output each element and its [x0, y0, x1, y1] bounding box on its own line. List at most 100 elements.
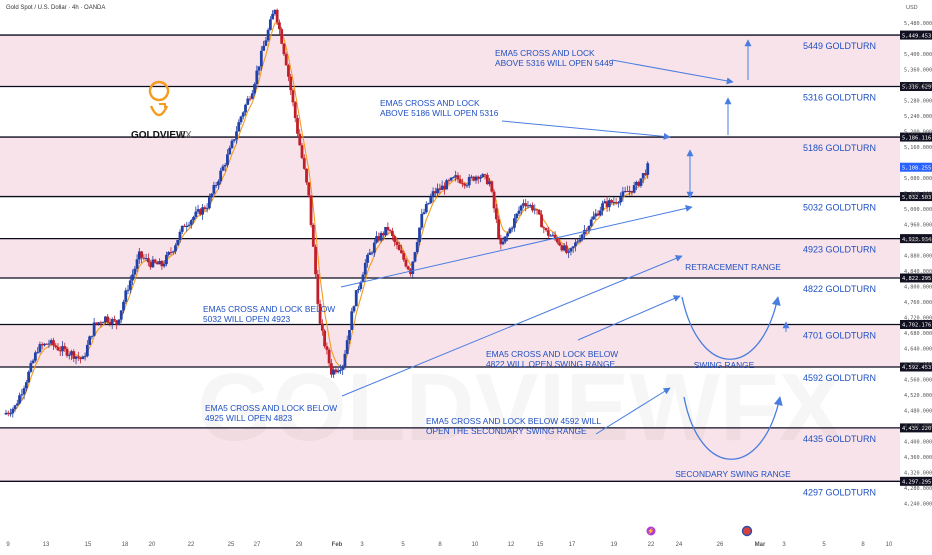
annotation-4-line-1: 4925 WILL OPEN 4823 — [205, 413, 293, 423]
candle-body-130 — [298, 133, 302, 146]
candle-body-99 — [228, 147, 232, 155]
candle-body-222 — [506, 233, 510, 237]
candle-body-193 — [440, 185, 444, 190]
time-tick-1: 13 — [43, 542, 50, 548]
candle-body-226 — [515, 213, 519, 219]
candle-body-119 — [273, 9, 277, 14]
level-price-tag-text-9: 4,297.295 — [902, 480, 931, 486]
candle-body-147 — [336, 370, 340, 373]
level-label-0: 5449 GOLDTURN — [803, 41, 876, 51]
time-axis[interactable]: 9 13 15 18 20 22 25 27 29 Feb 3 5 8 10 12 15 17 19 22 24 26 M… — [6, 542, 893, 548]
candle-body-111 — [255, 70, 259, 85]
level-label-8: 4435 GOLDTURN — [803, 434, 876, 444]
price-tick-15: 4,800.000 — [904, 285, 932, 291]
candle-body-217 — [494, 208, 498, 220]
candle-body-145 — [332, 369, 336, 375]
candle-body-38 — [90, 335, 94, 337]
candle-body-127 — [291, 90, 295, 103]
time-tick-13: 10 — [472, 542, 479, 548]
candle-body-14 — [36, 352, 40, 354]
candle-body-259 — [589, 219, 593, 226]
candle-body-137 — [314, 246, 317, 275]
level-price-tag-text-8: 4,435.220 — [902, 426, 931, 432]
candle-body-12 — [31, 360, 35, 364]
candle-body-47 — [110, 319, 114, 325]
candle-body-121 — [278, 22, 281, 30]
candle-body-276 — [628, 190, 632, 193]
candle-body-69 — [160, 261, 164, 267]
candle-body-112 — [257, 66, 261, 71]
candle-body-278 — [632, 185, 636, 193]
candles — [4, 8, 650, 418]
candle-body-93 — [214, 184, 218, 186]
candle-body-7 — [20, 394, 24, 396]
flash-event-icon[interactable] — [646, 526, 656, 536]
candle-body-174 — [397, 244, 401, 251]
price-tick-21: 4,560.000 — [904, 378, 932, 384]
candle-body-183 — [418, 227, 421, 243]
candle-body-19 — [47, 343, 51, 345]
time-tick-10: 3 — [360, 542, 364, 548]
arrow-to-swing — [577, 295, 681, 341]
candle-body-274 — [623, 191, 627, 193]
candle-body-144 — [329, 363, 333, 375]
candle-body-53 — [124, 290, 128, 302]
candle-body-208 — [474, 176, 478, 181]
candle-body-22 — [54, 345, 58, 348]
level-price-tag-3 — [900, 192, 932, 202]
arrow-to-5032-line — [340, 204, 693, 288]
candle-body-64 — [149, 262, 153, 268]
goldturn-zone-0 — [0, 35, 900, 87]
candle-body-250 — [569, 248, 573, 252]
price-axis[interactable]: 5,480.000 5,400.000 5,360.000 5,320.000 5,28… — [900, 21, 932, 508]
candle-body-213 — [485, 174, 489, 185]
candle-body-36 — [85, 344, 89, 357]
candle-body-28 — [67, 354, 71, 356]
time-tick-18: 22 — [648, 542, 655, 548]
candle-body-35 — [83, 356, 87, 358]
goldturn-zones — [0, 35, 900, 482]
candle-body-43 — [101, 322, 105, 324]
candle-body-45 — [106, 316, 110, 323]
candle-body-123 — [282, 43, 286, 55]
us-flag-icon[interactable] — [741, 525, 753, 537]
bottom-event-icons[interactable]: ⚡ — [646, 525, 753, 537]
candle-body-83 — [192, 216, 195, 221]
candle-body-181 — [413, 252, 417, 262]
candle-body-238 — [542, 227, 546, 229]
candle-body-233 — [531, 205, 534, 211]
price-tick-4: 5,280.000 — [904, 99, 932, 105]
candle-body-184 — [420, 213, 424, 228]
candle-body-228 — [519, 205, 523, 211]
candle-body-146 — [334, 369, 338, 373]
candle-body-182 — [415, 242, 419, 253]
candle-body-8 — [22, 388, 26, 395]
annotation-1-line-0: EMA5 CROSS AND LOCK — [380, 98, 480, 108]
level-label-1: 5316 GOLDTURN — [803, 93, 876, 103]
time-tick-9: Feb — [332, 542, 343, 548]
candle-body-206 — [470, 176, 473, 178]
candle-body-74 — [171, 251, 175, 253]
time-tick-5: 22 — [188, 542, 195, 548]
candle-body-5 — [15, 403, 19, 406]
candle-body-27 — [65, 348, 69, 356]
candle-body-158 — [361, 274, 365, 283]
candle-body-219 — [499, 238, 503, 245]
currency-label: USD — [906, 5, 918, 11]
time-tick-8: 29 — [296, 542, 303, 548]
level-label-3: 5032 GOLDTURN — [803, 203, 876, 213]
candle-body-237 — [540, 214, 543, 228]
candle-body-269 — [612, 202, 616, 204]
candle-body-81 — [187, 224, 191, 226]
candle-body-94 — [217, 181, 220, 185]
candle-body-270 — [614, 202, 618, 204]
candle-body-95 — [219, 170, 223, 182]
candle-body-96 — [221, 166, 225, 171]
candle-body-170 — [388, 230, 392, 232]
candle-body-37 — [88, 336, 92, 345]
candle-body-100 — [230, 140, 234, 148]
price-tick-25: 4,400.000 — [904, 440, 932, 446]
candle-body-118 — [271, 13, 275, 20]
candle-body-17 — [43, 343, 46, 346]
